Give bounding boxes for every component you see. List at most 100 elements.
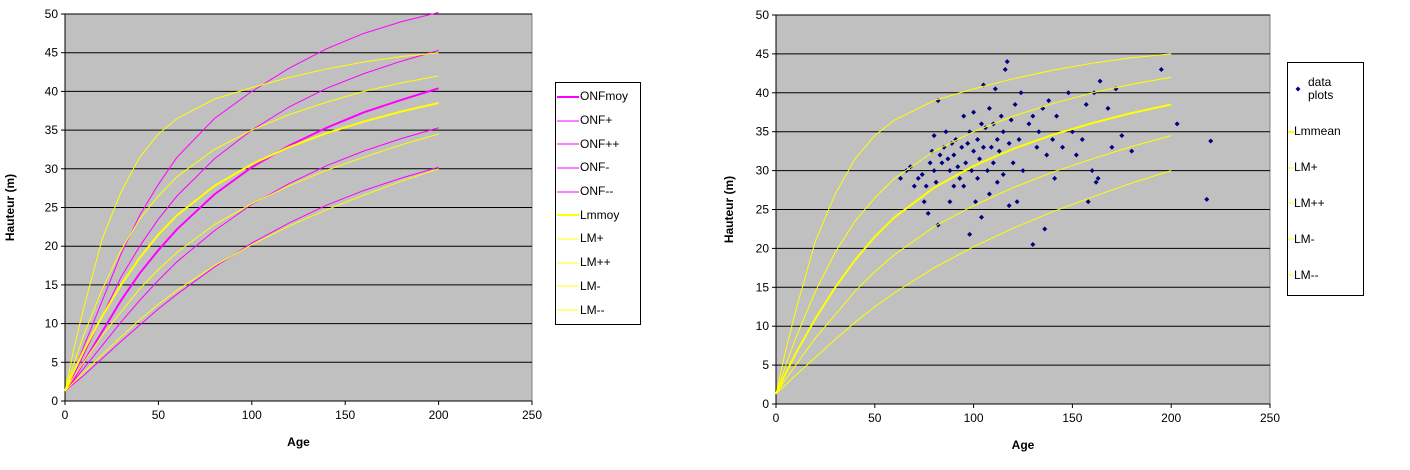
data-point — [980, 144, 986, 150]
data-point — [1050, 136, 1056, 142]
y-tick-label: 0 — [51, 394, 58, 408]
legend-entry: ONFmoy — [556, 90, 640, 103]
legend-entry: LM-- — [556, 302, 640, 317]
y-tick-label: 5 — [762, 358, 769, 372]
data-point — [945, 156, 951, 162]
legend-symbol — [557, 309, 579, 311]
x-tick-label: 50 — [152, 408, 166, 422]
legend-entry: LM+ — [1288, 161, 1363, 174]
data-point — [955, 164, 961, 170]
data-point — [1030, 113, 1036, 119]
legend-symbol — [1288, 130, 1294, 133]
legend-symbol — [1295, 86, 1301, 92]
legend-label: Lmmean — [1294, 124, 1341, 139]
y-tick-label: 15 — [45, 278, 59, 292]
data-point — [1002, 66, 1008, 72]
legend-label: ONFmoy — [580, 89, 628, 104]
legend-swatch — [556, 188, 580, 196]
data-point — [988, 144, 994, 150]
x-tick-label: 100 — [242, 408, 262, 422]
y-tick-label: 45 — [756, 47, 770, 61]
legend-label: LM-- — [580, 302, 605, 317]
legend: data plots Lmmean LM+ LM++ LM- LM-- — [1287, 62, 1364, 296]
series-line — [64, 49, 439, 392]
x-tick-label: 150 — [335, 408, 355, 422]
legend-swatch — [1288, 85, 1308, 93]
data-point — [1174, 121, 1180, 127]
data-point — [1069, 129, 1075, 135]
legend-label: ONF+ — [580, 113, 613, 128]
data-point — [1052, 175, 1058, 181]
y-tick-label: 40 — [45, 84, 59, 98]
y-tick-label: 10 — [45, 317, 59, 331]
y-tick-label: 45 — [45, 46, 59, 60]
y-tick-label: 10 — [756, 319, 770, 333]
legend-entry: ONF- — [556, 161, 640, 174]
data-point — [1065, 90, 1071, 96]
x-tick-label: 200 — [429, 408, 449, 422]
legend-label: ONF- — [580, 160, 610, 175]
data-point — [915, 175, 921, 181]
legend-label: LM++ — [580, 255, 611, 270]
data-point — [1054, 113, 1060, 119]
data-point — [921, 199, 927, 205]
legend-symbol — [557, 95, 579, 98]
legend-swatch — [1288, 199, 1294, 207]
data-point — [1073, 152, 1079, 158]
data-point — [1004, 59, 1010, 65]
data-point — [963, 160, 969, 166]
data-point — [951, 152, 957, 158]
legend-swatch — [1288, 164, 1294, 172]
data-point — [1208, 138, 1214, 144]
x-tick-label: 250 — [1260, 411, 1280, 425]
y-tick-label: 0 — [762, 397, 769, 411]
legend-label: Lmmoy — [580, 207, 620, 222]
data-point — [939, 160, 945, 166]
legend-swatch — [556, 164, 580, 172]
legend-entry: Lmmean — [1288, 125, 1363, 138]
data-point — [1046, 98, 1052, 104]
y-tick-label: 30 — [45, 162, 59, 176]
data-point — [973, 199, 979, 205]
legend-swatch — [556, 259, 580, 267]
x-tick-label: 50 — [868, 411, 882, 425]
x-tick-label: 0 — [773, 411, 780, 425]
series-line — [64, 52, 439, 392]
data-point — [1095, 175, 1101, 181]
legend-swatch — [556, 117, 580, 125]
data-point — [1018, 90, 1024, 96]
data-point — [979, 121, 985, 127]
data-point — [1097, 78, 1103, 84]
data-point — [1089, 168, 1095, 174]
data-point — [961, 113, 967, 119]
data-point — [1085, 199, 1091, 205]
series-line — [775, 135, 1172, 395]
data-point — [990, 160, 996, 166]
series-line — [775, 103, 1172, 395]
data-point — [965, 140, 971, 146]
legend: ONFmoy ONF+ ONF++ ONF- ONF-- Lmmoy LM+ LM++ LM- L… — [555, 82, 641, 325]
data-point — [1129, 148, 1135, 154]
x-axis-label: Age — [1012, 438, 1035, 452]
data-point — [975, 136, 981, 142]
y-tick-label: 40 — [756, 86, 770, 100]
legend-marker — [1295, 86, 1301, 92]
legend-entry: LM- — [1288, 232, 1363, 246]
data-point — [925, 210, 931, 216]
data-point — [971, 109, 977, 115]
legend-entry: LM++ — [1288, 196, 1363, 210]
data-point — [986, 105, 992, 111]
legend-entry: ONF++ — [556, 136, 640, 151]
x-tick-label: 250 — [522, 408, 542, 422]
data-point — [998, 113, 1004, 119]
data-point — [911, 183, 917, 189]
series-line — [775, 170, 1172, 395]
legend-label: data plots — [1308, 75, 1334, 103]
y-tick-label: 50 — [45, 7, 59, 21]
data-point — [927, 160, 933, 166]
legend-label: LM+ — [1294, 160, 1318, 175]
y-tick-label: 30 — [756, 164, 770, 178]
legend-label: ONF++ — [580, 136, 620, 151]
legend-swatch — [556, 282, 580, 290]
data-point — [937, 152, 943, 158]
